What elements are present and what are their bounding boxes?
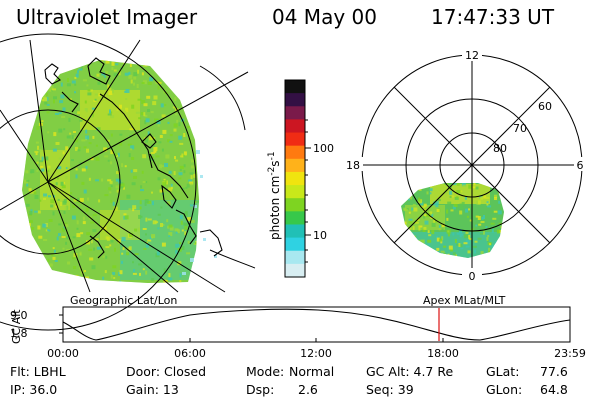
- filter-value: Flt: LBHL: [10, 364, 66, 379]
- observation-date: 04 May 00: [272, 5, 377, 29]
- mlat-label-80: 80: [493, 142, 507, 155]
- colorbar-segment: [285, 263, 305, 278]
- mlt-label-left: 18: [346, 159, 360, 172]
- glat-label: GLat:: [486, 364, 520, 379]
- colorbar-unit-label: photon cm-2s-1: [267, 151, 282, 240]
- mlt-label-bottom: 0: [469, 270, 476, 283]
- glon-label: GLon:: [486, 382, 523, 397]
- dsp-value: 2.6: [298, 382, 318, 397]
- altitude-tick-high: 9.0: [10, 309, 28, 322]
- colorbar-tick-100: 100: [313, 142, 334, 155]
- colorbar-segment: [285, 106, 305, 120]
- colorbar-segment: [285, 211, 305, 226]
- colorbar-segment: [285, 132, 305, 147]
- mlt-label-top: 12: [465, 49, 479, 62]
- altitude-xtick-0000: 00:00: [47, 347, 79, 360]
- colorbar-segment: [285, 158, 305, 173]
- colorbar-segment: [285, 80, 305, 94]
- altitude-xtick-0600: 06:00: [174, 347, 206, 360]
- colorbar-segment: [285, 93, 305, 107]
- altitude-tick-low: 1.8: [10, 327, 28, 340]
- dsp-label: Dsp:: [246, 382, 275, 397]
- gc-altitude-plot: GC Alt 9.0 1.8 00:00 06:00 12:00 18:00 2…: [10, 306, 586, 360]
- colorbar-segment: [285, 171, 305, 186]
- colorbar-tick-10: 10: [313, 229, 327, 242]
- mlat-mlt-polar-plot: 12 0 18 6 60 70 80: [343, 47, 588, 283]
- colorbar-segment: [285, 198, 305, 212]
- gain-value: Gain: 13: [126, 382, 179, 397]
- altitude-xtick-1800: 18:00: [427, 347, 459, 360]
- apex-panel-label: Apex MLat/MLT: [423, 294, 506, 307]
- glon-value: 64.8: [540, 382, 568, 397]
- mlat-label-60: 60: [538, 100, 552, 113]
- glat-value: 77.6: [540, 364, 568, 379]
- altitude-y-label: GC Alt: [10, 309, 23, 344]
- geographic-panel-label: Geographic Lat/Lon: [70, 294, 177, 307]
- altitude-xtick-1200: 12:00: [300, 347, 332, 360]
- ip-value: IP: 36.0: [10, 382, 58, 397]
- seq-value: Seq: 39: [366, 382, 414, 397]
- gc-alt-value: GC Alt: 4.7 Re: [366, 364, 454, 379]
- colorbar-segment: [285, 119, 305, 134]
- colorbar-segment: [285, 237, 305, 252]
- colorbar-segment: [285, 185, 305, 199]
- altitude-xtick-2359: 23:59: [554, 347, 586, 360]
- door-value: Door: Closed: [126, 364, 207, 379]
- colorbar-segment: [285, 145, 305, 160]
- colorbar: 100 10 photon cm-2s-1: [267, 79, 334, 278]
- mlt-label-right: 6: [577, 159, 584, 172]
- observation-time: 17:47:33 UT: [431, 5, 555, 29]
- altitude-curve: [62, 308, 571, 341]
- mode-value: Normal: [289, 364, 335, 379]
- colorbar-segment: [285, 250, 305, 265]
- page-title: Ultraviolet Imager: [16, 5, 198, 29]
- geographic-image: [0, 33, 256, 331]
- mode-label: Mode:: [246, 364, 285, 379]
- mlat-label-70: 70: [513, 122, 527, 135]
- colorbar-segment: [285, 224, 305, 239]
